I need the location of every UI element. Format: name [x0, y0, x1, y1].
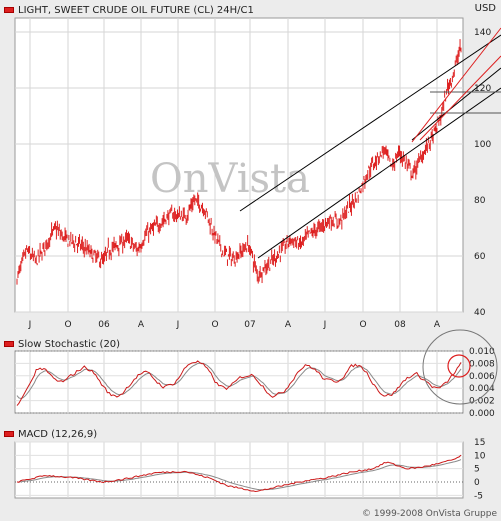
x-tick-label: J — [323, 320, 327, 330]
price-y-tick-label: 100 — [474, 140, 491, 150]
stochastic-signal-line — [16, 362, 462, 400]
stochastic-y-tick-label: 0.006 — [469, 372, 495, 382]
red-trend-line — [411, 27, 501, 143]
macd-y-tick-label: 15 — [474, 438, 485, 448]
x-tick-label: O — [211, 320, 218, 330]
x-tick-label: O — [64, 320, 71, 330]
x-tick-label: J — [176, 320, 180, 330]
x-tick-label: 08 — [394, 320, 406, 330]
copyright-notice: © 1999-2008 OnVista Gruppe — [362, 509, 497, 519]
stochastic-highlight-circle — [422, 329, 498, 405]
macd-title: MACD (12,26,9) — [4, 427, 97, 441]
macd-main-line — [16, 454, 462, 493]
x-tick-label: A — [285, 320, 292, 330]
macd-y-tick-label: -5 — [474, 491, 483, 501]
macd-y-tick-label: 10 — [474, 451, 486, 461]
price-panel — [14, 17, 464, 313]
stochastic-y-tick-label: 0.010 — [469, 347, 495, 357]
stochastic-main-line — [16, 360, 462, 406]
stochastic-title: Slow Stochastic (20) — [4, 337, 120, 351]
stochastic-highlight-circle — [447, 354, 471, 378]
macd-y-tick-label: 0 — [474, 478, 480, 488]
stochastic-y-tick-label: 0.000 — [469, 409, 495, 419]
price-y-tick-label: 60 — [474, 252, 486, 262]
stochastic-y-tick-label: 0.008 — [469, 359, 495, 369]
stochastic-panel — [14, 350, 464, 414]
stochastic-y-tick-label: 0.002 — [469, 397, 495, 407]
macd-signal-line — [17, 459, 462, 491]
price-y-tick-label: 40 — [474, 308, 486, 318]
x-tick-label: 07 — [244, 320, 255, 330]
trend-channel-upper — [239, 34, 501, 212]
price-y-tick-label: 120 — [474, 84, 491, 94]
macd-y-tick-label: 5 — [474, 465, 480, 475]
trend-channel-inner — [411, 67, 501, 141]
x-tick-label: A — [434, 320, 441, 330]
currency-unit: USD — [474, 3, 496, 14]
x-tick-label: J — [28, 320, 32, 330]
x-tick-label: O — [359, 320, 366, 330]
x-tick-label: 06 — [98, 320, 110, 330]
x-tick-label: A — [138, 320, 145, 330]
macd-panel — [14, 441, 464, 499]
price-y-tick-label: 80 — [474, 196, 486, 206]
macd-legend-swatch — [4, 431, 14, 437]
price-y-tick-label: 140 — [474, 28, 491, 38]
stochastic-legend-swatch — [4, 341, 14, 347]
watermark-text: OnVista — [150, 156, 310, 202]
red-trend-line — [419, 55, 501, 141]
price-chart-title: LIGHT, SWEET CRUDE OIL FUTURE (CL) 24H/C… — [4, 3, 254, 17]
stochastic-y-tick-label: 0.004 — [469, 384, 495, 394]
trend-channel-lower — [257, 87, 501, 259]
price-legend-swatch — [4, 7, 14, 13]
